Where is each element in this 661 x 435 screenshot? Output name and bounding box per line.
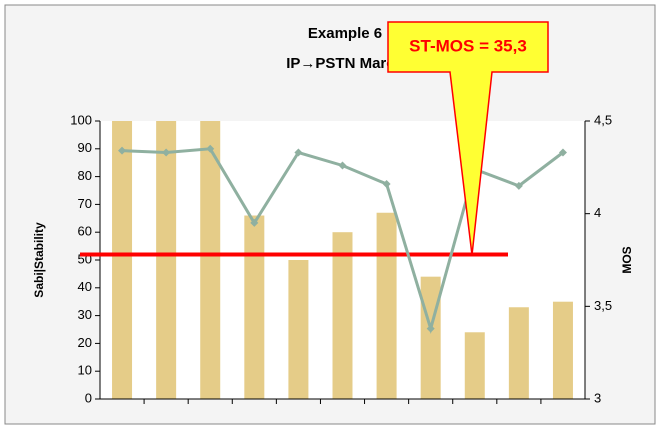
mos-marker	[206, 144, 215, 153]
y2-tick-label: 3,5	[594, 298, 612, 313]
bar	[244, 215, 265, 399]
mos-marker	[294, 148, 303, 157]
mos-marker	[426, 324, 435, 333]
y2-tick-label: 4	[594, 205, 601, 220]
bar	[200, 121, 221, 399]
y-tick-label: 100	[70, 112, 92, 127]
y-tick-label: 0	[85, 390, 92, 405]
mos-marker	[338, 161, 347, 170]
y-tick-label: 20	[78, 335, 92, 350]
mos-marker	[382, 180, 391, 189]
y-tick-label: 40	[78, 279, 92, 294]
bar	[420, 276, 441, 399]
mos-marker	[558, 148, 567, 157]
chart-title: Example 6	[308, 25, 382, 42]
bar	[112, 121, 133, 399]
y-tick-label: 80	[78, 168, 92, 183]
y-tick-label: 70	[78, 196, 92, 211]
callout: ST-MOS = 35,3	[387, 21, 549, 256]
mos-marker	[162, 148, 171, 157]
bar	[464, 332, 485, 399]
y2-tick-label: 4,5	[594, 112, 612, 127]
bar	[288, 260, 309, 399]
y-axis-label: Sabi|Stability	[32, 222, 46, 298]
bar	[508, 307, 529, 399]
mos-marker	[514, 181, 523, 190]
bar	[332, 232, 353, 399]
y-tick-label: 90	[78, 140, 92, 155]
y-tick-label: 60	[78, 224, 92, 239]
mos-marker	[250, 218, 259, 227]
annotation: ST-MOS = 35,3	[409, 36, 527, 55]
y2-tick-label: 3	[594, 390, 601, 405]
y-tick-label: 30	[78, 307, 92, 322]
callout-box	[387, 21, 549, 256]
y2-axis-label: MOS	[620, 246, 634, 273]
mos-marker	[118, 146, 127, 155]
bar	[376, 212, 397, 399]
chart-subtitle: IP→PSTN March	[286, 55, 404, 72]
bar	[552, 301, 573, 399]
y-tick-label: 10	[78, 363, 92, 378]
bar	[156, 121, 177, 399]
